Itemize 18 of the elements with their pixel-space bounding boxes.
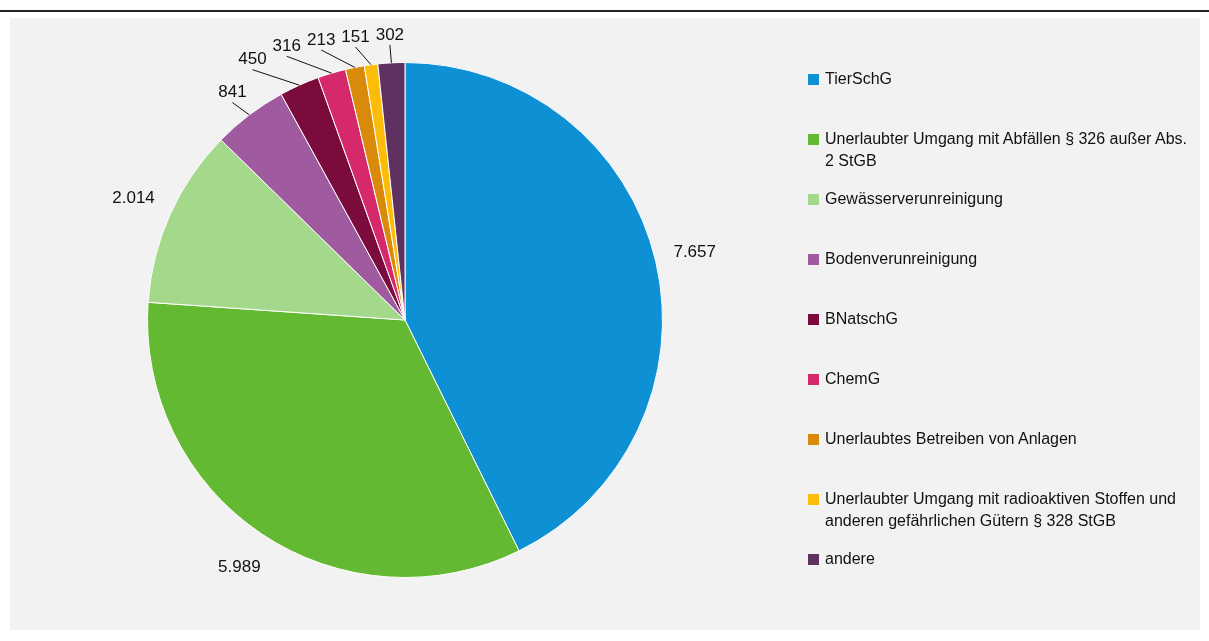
legend-label: Bodenverunreinigung: [825, 249, 978, 269]
data-label: 213: [306, 29, 336, 49]
legend-label: Gewässerverunreinigung: [825, 189, 1003, 209]
legend-label: BNatschG: [825, 309, 898, 329]
legend-label: Unerlaubter Umgang mit radioaktiven Stoffen und anderen gefährlichen Gütern § 328 StGB: [825, 489, 1177, 531]
data-label: 151: [341, 26, 370, 46]
legend-label: Unerlaubter Umgang mit Abfällen § 326 außer Abs. 2 StGB: [825, 129, 1188, 171]
data-label: 841: [218, 82, 247, 102]
legend-label: ChemG: [825, 369, 881, 389]
legend-label: andere: [825, 549, 875, 569]
legend-label: Unerlaubtes Betreiben von Anlagen: [825, 429, 1077, 449]
data-label: 5.989: [218, 556, 261, 576]
data-label: 2.014: [112, 187, 155, 207]
data-label: 7.657: [673, 242, 716, 262]
data-label: 450: [238, 49, 267, 69]
data-label: 302: [375, 24, 405, 44]
legend-label: TierSchG: [825, 69, 892, 89]
data-label: 316: [272, 36, 301, 55]
